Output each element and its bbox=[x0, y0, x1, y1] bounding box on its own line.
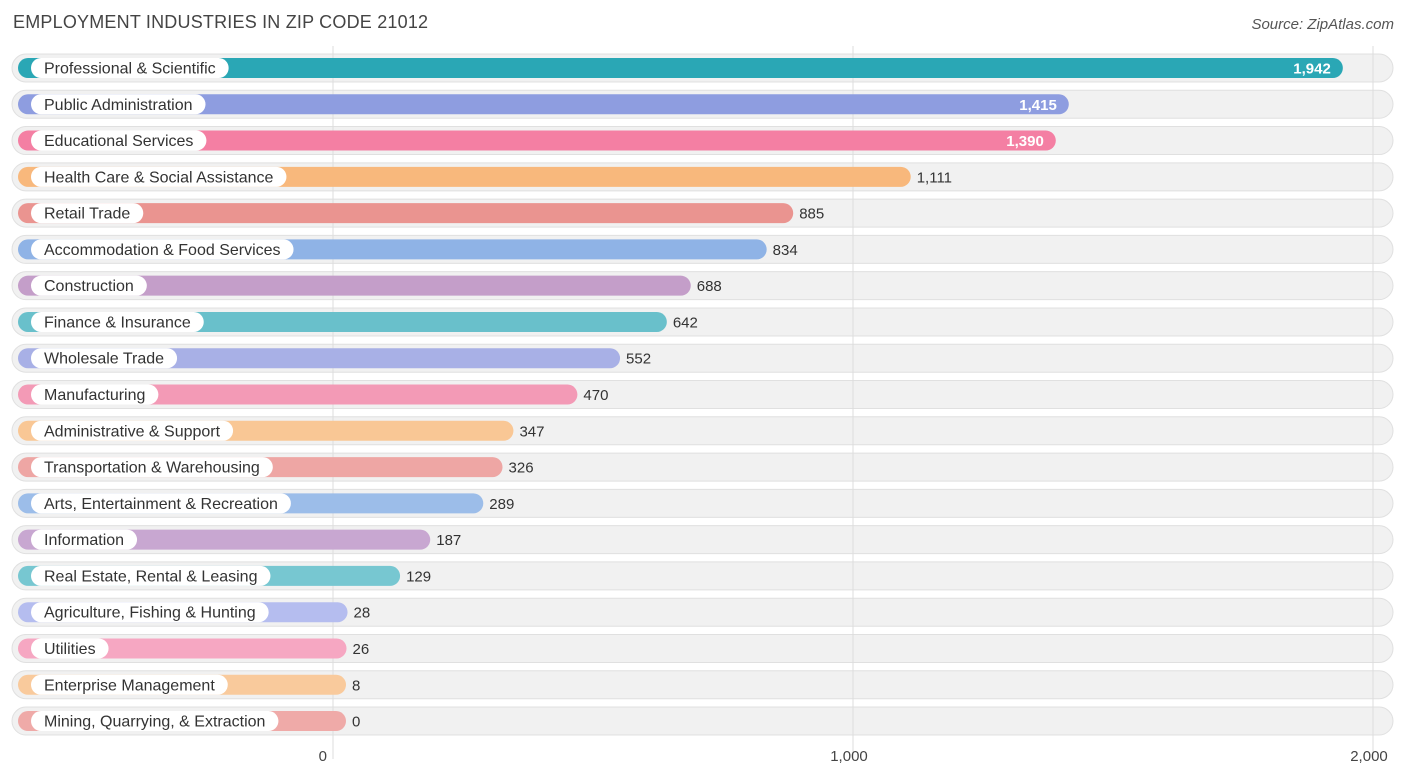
bar-row: Professional & Scientific 1,942 bbox=[18, 58, 1343, 78]
bars: Professional & Scientific 1,942 Public Adm… bbox=[18, 58, 1343, 732]
source-label: Source: ZipAtlas.com bbox=[1251, 16, 1394, 33]
value-label: 326 bbox=[509, 460, 534, 477]
value-label: 1,415 bbox=[1019, 97, 1057, 114]
bar-row: Wholesale Trade 552 bbox=[18, 348, 651, 369]
category-label: Agriculture, Fishing & Hunting bbox=[44, 605, 256, 622]
bar-row: Utilities 26 bbox=[18, 638, 370, 659]
category-label: Finance & Insurance bbox=[44, 314, 191, 331]
bar-row: Information 187 bbox=[18, 529, 461, 550]
bar-row: Transportation & Warehousing 326 bbox=[18, 457, 534, 478]
bar-row: Construction 688 bbox=[18, 275, 722, 296]
category-label-pill bbox=[31, 94, 206, 115]
value-label: 552 bbox=[626, 351, 651, 368]
value-label: 187 bbox=[436, 532, 461, 549]
category-label-pill bbox=[31, 457, 273, 478]
category-label-pill bbox=[31, 311, 204, 332]
category-label-pill bbox=[31, 420, 234, 441]
category-label: Educational Services bbox=[44, 133, 193, 150]
category-label-pill bbox=[31, 58, 229, 78]
value-label: 1,390 bbox=[1006, 133, 1044, 150]
bar-row: Arts, Entertainment & Recreation 289 bbox=[18, 493, 514, 514]
x-tick-label: 2,000 bbox=[1350, 748, 1388, 765]
category-label: Arts, Entertainment & Recreation bbox=[44, 496, 278, 513]
category-label: Administrative & Support bbox=[44, 423, 221, 440]
category-label-pill bbox=[31, 529, 138, 550]
bar-row: Mining, Quarrying, & Extraction 0 bbox=[18, 711, 360, 732]
category-label: Real Estate, Rental & Leasing bbox=[44, 568, 257, 585]
bar-row: Educational Services 1,390 bbox=[18, 130, 1056, 151]
category-label: Health Care & Social Assistance bbox=[44, 169, 274, 186]
row-background bbox=[11, 633, 1394, 663]
category-label-pill bbox=[31, 239, 294, 260]
chart-title: EMPLOYMENT INDUSTRIES IN ZIP CODE 21012 bbox=[13, 12, 429, 32]
x-tick-label: 0 bbox=[319, 748, 327, 765]
category-label: Enterprise Management bbox=[44, 677, 215, 694]
bar-row: Manufacturing 470 bbox=[18, 384, 608, 405]
value-label: 347 bbox=[519, 423, 544, 440]
bar-row: Real Estate, Rental & Leasing 129 bbox=[18, 565, 431, 586]
category-label: Accommodation & Food Services bbox=[44, 242, 281, 259]
category-label: Wholesale Trade bbox=[44, 351, 164, 368]
category-label-pill bbox=[31, 384, 159, 405]
value-label: 642 bbox=[673, 314, 698, 331]
category-label-pill bbox=[31, 130, 207, 151]
bar bbox=[18, 384, 578, 405]
category-label-pill bbox=[31, 493, 291, 514]
bar-row: Public Administration 1,415 bbox=[18, 94, 1069, 115]
bar-row: Accommodation & Food Services 834 bbox=[18, 239, 798, 260]
category-label: Construction bbox=[44, 278, 134, 295]
category-label-pill bbox=[31, 565, 271, 586]
category-label-pill bbox=[31, 711, 279, 732]
bar bbox=[18, 58, 1343, 78]
row-background bbox=[11, 706, 1394, 736]
value-label: 834 bbox=[773, 242, 798, 259]
bar-row: Finance & Insurance 642 bbox=[18, 311, 698, 332]
bar-row: Retail Trade 885 bbox=[18, 203, 824, 224]
category-label: Mining, Quarrying, & Extraction bbox=[44, 714, 265, 731]
value-label: 688 bbox=[697, 278, 722, 295]
value-label: 1,111 bbox=[917, 169, 952, 186]
x-tick-label: 1,000 bbox=[830, 748, 868, 765]
category-label: Utilities bbox=[44, 641, 96, 658]
value-label: 8 bbox=[352, 677, 360, 694]
value-label: 470 bbox=[583, 387, 608, 404]
value-label: 129 bbox=[406, 568, 431, 585]
value-label: 26 bbox=[353, 641, 370, 658]
bar bbox=[18, 130, 1056, 151]
category-label: Public Administration bbox=[44, 97, 193, 114]
row-background bbox=[11, 597, 1394, 627]
bar-row: Health Care & Social Assistance 1,111 bbox=[18, 166, 952, 187]
value-label: 289 bbox=[489, 496, 514, 513]
category-label: Retail Trade bbox=[44, 206, 130, 223]
category-label-pill bbox=[31, 674, 228, 695]
category-label-pill bbox=[31, 166, 287, 187]
bar-row: Agriculture, Fishing & Hunting 28 bbox=[18, 602, 371, 623]
category-label-pill bbox=[31, 348, 178, 369]
category-label: Transportation & Warehousing bbox=[44, 460, 260, 477]
category-label-pill bbox=[31, 203, 144, 224]
category-label: Professional & Scientific bbox=[44, 61, 216, 78]
bar-row: Administrative & Support 347 bbox=[18, 420, 544, 441]
value-label: 1,942 bbox=[1293, 61, 1331, 78]
category-label: Information bbox=[44, 532, 124, 549]
bar bbox=[18, 203, 794, 224]
value-label: 885 bbox=[799, 206, 824, 223]
category-label-pill bbox=[31, 275, 147, 296]
row-background bbox=[11, 670, 1394, 700]
value-label: 0 bbox=[352, 714, 360, 731]
category-label-pill bbox=[31, 602, 269, 623]
category-label-pill bbox=[31, 638, 109, 659]
bar bbox=[18, 94, 1069, 115]
value-label: 28 bbox=[354, 605, 371, 622]
category-label: Manufacturing bbox=[44, 387, 145, 404]
bar bbox=[18, 275, 691, 296]
bar-row: Enterprise Management 8 bbox=[18, 674, 360, 695]
